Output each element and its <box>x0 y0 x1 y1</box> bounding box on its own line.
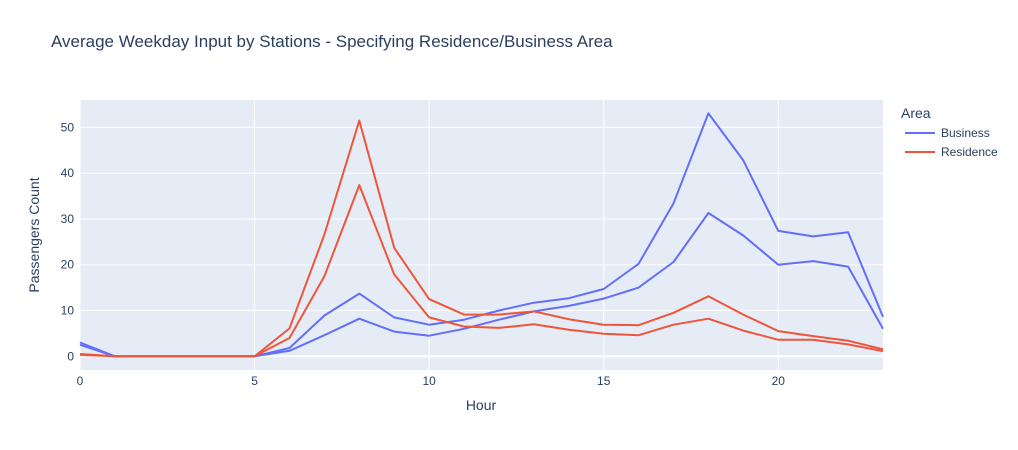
legend-swatch-business <box>905 132 935 134</box>
plot-background <box>80 100 883 370</box>
legend-title: Area <box>901 105 931 121</box>
legend-swatch-residence <box>905 151 935 153</box>
x-axis-label: Hour <box>466 397 497 413</box>
x-tick-label: 10 <box>422 374 436 388</box>
legend-item-residence[interactable]: Residence <box>905 144 998 160</box>
x-tick-label: 15 <box>597 374 611 388</box>
legend-label-residence: Residence <box>941 145 998 159</box>
legend-item-business[interactable]: Business <box>905 125 990 141</box>
legend-label-business: Business <box>941 126 990 140</box>
series-line-residence-2[interactable] <box>79 184 884 358</box>
y-axis-label: Passengers Count <box>26 177 42 292</box>
chart-title: Average Weekday Input by Stations - Spec… <box>51 32 613 51</box>
y-tick-label: 30 <box>61 212 75 226</box>
y-tick-label: 20 <box>61 258 75 272</box>
x-tick-label: 5 <box>251 374 258 388</box>
y-tick-label: 50 <box>61 120 75 134</box>
y-tick-label: 40 <box>61 166 75 180</box>
x-tick-label: 20 <box>772 374 786 388</box>
y-tick-label: 0 <box>67 349 74 363</box>
x-tick-label: 0 <box>77 374 84 388</box>
y-tick-label: 10 <box>61 304 75 318</box>
